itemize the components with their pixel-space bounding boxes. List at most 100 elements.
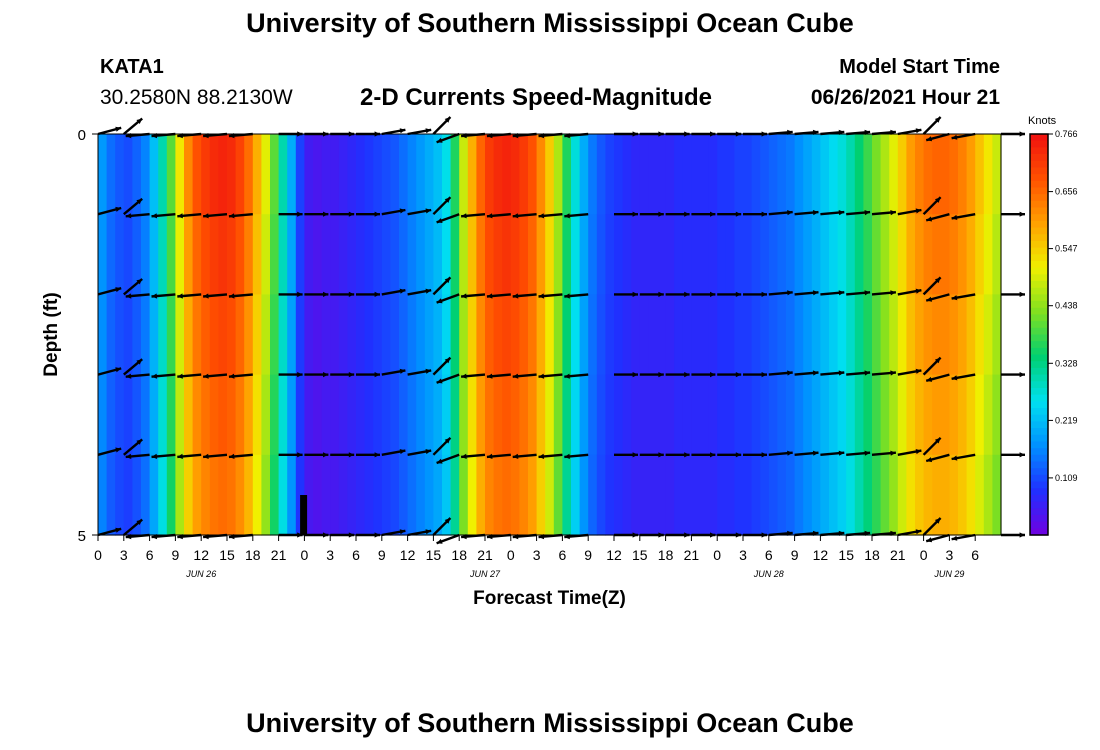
heatmap-cell (811, 214, 821, 295)
heatmap-cell (906, 454, 916, 536)
heatmap-cell (399, 134, 409, 215)
heatmap-cell (700, 214, 710, 295)
heatmap-cell (536, 294, 546, 376)
heatmap-cell (889, 134, 899, 215)
heatmap-cell (399, 454, 409, 536)
heatmap-cell (820, 294, 830, 376)
current-vector-head (436, 378, 443, 384)
current-vector-head (658, 291, 664, 297)
heatmap-cell (949, 374, 959, 456)
heatmap-cell (648, 294, 658, 376)
heatmap-cell (184, 214, 194, 295)
heatmap-cell (123, 374, 133, 456)
heatmap-cell (691, 454, 701, 536)
heatmap-cell (700, 134, 710, 215)
current-vector-head (151, 213, 158, 219)
heatmap-cell (270, 294, 280, 376)
heatmap-cell (536, 214, 546, 295)
colorbar-segment (1030, 474, 1048, 483)
current-vector-head (374, 211, 380, 217)
heatmap-cell (708, 134, 718, 215)
x-tick-label: 6 (559, 547, 567, 563)
heatmap-cell (476, 374, 486, 456)
colorbar-segment (1030, 408, 1048, 416)
heatmap-cell (777, 214, 787, 295)
heatmap-cell (794, 294, 804, 376)
heatmap-cell (863, 294, 873, 376)
heatmap-cell (330, 374, 340, 456)
heatmap-cell (553, 134, 563, 215)
heatmap-cell (424, 454, 434, 536)
heatmap-cell (295, 134, 305, 215)
heatmap-cell (192, 294, 202, 376)
heatmap-cell (854, 374, 864, 456)
current-vector-head (890, 450, 896, 456)
heatmap-cell (820, 454, 830, 536)
heatmap-cell (356, 294, 366, 376)
heatmap-cell (356, 134, 366, 215)
model-start-value: 06/26/2021 Hour 21 (810, 86, 1000, 109)
current-vector-head (436, 458, 443, 464)
current-vector-head (125, 213, 132, 219)
current-vector-head (915, 288, 922, 294)
heatmap-cell (192, 214, 202, 295)
current-vector-head (425, 529, 432, 535)
heatmap-cell (777, 294, 787, 376)
heatmap-cell (424, 134, 434, 215)
heatmap-cell (923, 134, 933, 215)
heatmap-cell (287, 454, 297, 536)
heatmap-cell (571, 134, 581, 215)
heatmap-cell (846, 214, 856, 295)
current-vector-head (812, 290, 819, 296)
heatmap-cell (338, 454, 348, 536)
current-vector-head (297, 452, 303, 458)
heatmap-cell (115, 134, 125, 215)
heatmap-cell (399, 214, 409, 295)
heatmap-cell (571, 454, 581, 536)
current-vector-head (136, 359, 143, 365)
heatmap-cell (166, 214, 176, 295)
heatmap-cell (356, 214, 366, 295)
heatmap-cell (915, 134, 925, 215)
heatmap-cell (123, 454, 133, 536)
heatmap-cell (502, 214, 512, 295)
heatmap-cell (347, 294, 357, 376)
x-tick-label: 3 (326, 547, 334, 563)
heatmap-cell (433, 454, 443, 536)
heatmap-cell (682, 454, 692, 536)
x-tick-label: 15 (838, 547, 854, 563)
heatmap-cell (252, 214, 262, 295)
heatmap-cell (192, 134, 202, 215)
heatmap-cell (794, 454, 804, 536)
heatmap-cell (270, 214, 280, 295)
heatmap-cell (442, 294, 452, 376)
x-tick-label: 0 (507, 547, 515, 563)
colorbar-segment (1030, 327, 1048, 336)
heatmap-cell (424, 214, 434, 295)
current-vector-head (934, 518, 941, 524)
colorbar-segment (1030, 521, 1048, 529)
y-tick-label: 0 (78, 127, 86, 144)
current-vector-head (890, 290, 896, 296)
current-vector-head (136, 279, 143, 285)
heatmap-cell (571, 374, 581, 456)
heatmap-cell (330, 134, 340, 215)
heatmap-cell (132, 374, 142, 456)
current-vector-head (934, 357, 941, 364)
heatmap-cell (777, 134, 787, 215)
heatmap-cell (287, 214, 297, 295)
date-label: JUN 26 (185, 569, 216, 579)
heatmap-cell (725, 134, 735, 215)
x-tick-label: 21 (271, 547, 287, 563)
heatmap-cell (278, 454, 288, 536)
heatmap-cell (717, 374, 727, 456)
colorbar-segment (1030, 287, 1048, 295)
heatmap-cell (605, 374, 615, 456)
heatmap-cell (915, 374, 925, 456)
heatmap-cell (218, 374, 228, 456)
heatmap-cell (579, 294, 589, 376)
heatmap-cell (407, 454, 417, 536)
colorbar-segment (1030, 180, 1048, 189)
heatmap-cell (837, 294, 847, 376)
heatmap-cell (166, 374, 176, 456)
